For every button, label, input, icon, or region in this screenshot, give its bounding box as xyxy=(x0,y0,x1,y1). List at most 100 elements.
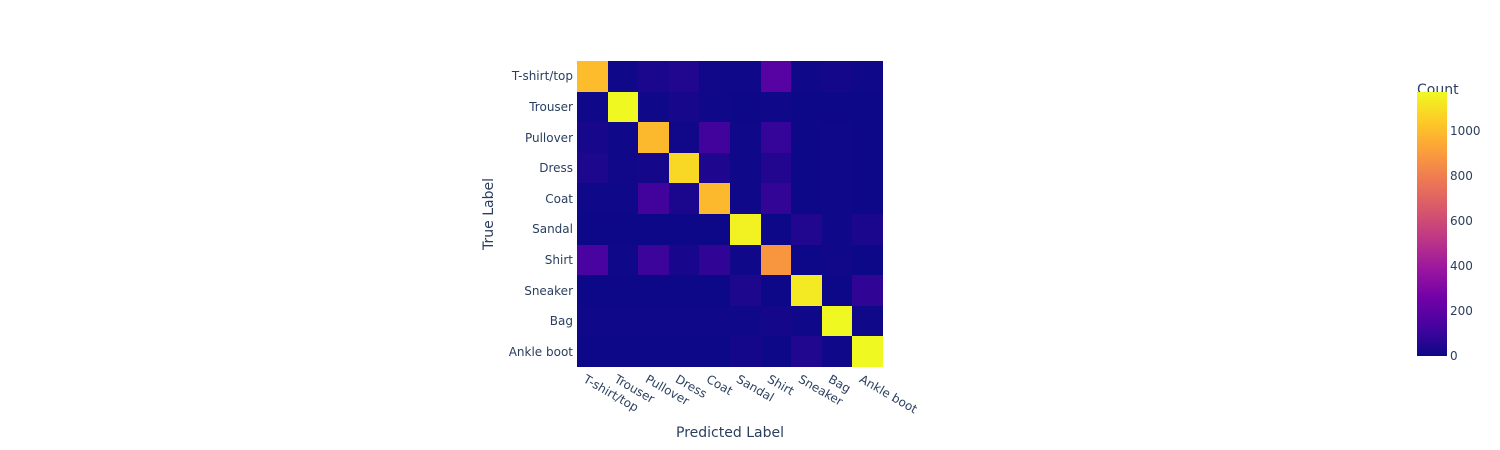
heatmap-cell[interactable] xyxy=(699,336,730,367)
heatmap-cell[interactable] xyxy=(821,214,853,245)
heatmap-cell[interactable] xyxy=(577,336,608,367)
heatmap-cell[interactable] xyxy=(577,305,608,337)
heatmap-cell[interactable] xyxy=(760,214,792,245)
heatmap-cell[interactable] xyxy=(852,275,883,306)
heatmap-cell[interactable] xyxy=(852,122,883,153)
heatmap-cell[interactable] xyxy=(760,183,792,214)
heatmap-cell[interactable] xyxy=(730,275,761,306)
heatmap-cell[interactable] xyxy=(821,61,853,92)
heatmap-cell[interactable] xyxy=(577,91,608,123)
heatmap-cell[interactable] xyxy=(760,305,792,337)
heatmap-cell[interactable] xyxy=(821,336,853,367)
heatmap-cell[interactable] xyxy=(821,275,853,306)
heatmap-cell[interactable] xyxy=(791,61,822,92)
heatmap-cell[interactable] xyxy=(852,214,883,245)
heatmap-cell[interactable] xyxy=(760,244,792,276)
heatmap-cell[interactable] xyxy=(668,244,700,276)
heatmap-cell[interactable] xyxy=(791,122,822,153)
heatmap-cell[interactable] xyxy=(760,275,792,306)
heatmap-cell[interactable] xyxy=(821,305,853,337)
heatmap-cell[interactable] xyxy=(852,183,883,214)
heatmap-cell[interactable] xyxy=(638,275,669,306)
heatmap-cell[interactable] xyxy=(668,336,700,367)
heatmap-cell[interactable] xyxy=(577,61,608,92)
heatmap-cell[interactable] xyxy=(638,122,669,153)
heatmap-cell[interactable] xyxy=(577,275,608,306)
heatmap-cell[interactable] xyxy=(607,336,639,367)
heatmap-cell[interactable] xyxy=(638,91,669,123)
heatmap-cell[interactable] xyxy=(730,152,761,184)
heatmap-cell[interactable] xyxy=(699,183,730,214)
heatmap-cell[interactable] xyxy=(638,61,669,92)
heatmap-cell[interactable] xyxy=(638,152,669,184)
heatmap-cell[interactable] xyxy=(638,305,669,337)
heatmap-cell[interactable] xyxy=(607,244,639,276)
heatmap-cell[interactable] xyxy=(791,336,822,367)
heatmap-cell[interactable] xyxy=(577,244,608,276)
heatmap-cell[interactable] xyxy=(699,275,730,306)
heatmap-cell[interactable] xyxy=(760,122,792,153)
heatmap-cell[interactable] xyxy=(668,214,700,245)
heatmap-cell[interactable] xyxy=(730,91,761,123)
heatmap-cell[interactable] xyxy=(791,305,822,337)
heatmap-cell[interactable] xyxy=(760,152,792,184)
heatmap-cell[interactable] xyxy=(791,91,822,123)
heatmap-cell[interactable] xyxy=(852,152,883,184)
heatmap-cell[interactable] xyxy=(577,214,608,245)
heatmap-cell[interactable] xyxy=(760,91,792,123)
heatmap-cell[interactable] xyxy=(638,244,669,276)
heatmap-cell[interactable] xyxy=(791,244,822,276)
heatmap-cell[interactable] xyxy=(699,122,730,153)
heatmap-cell[interactable] xyxy=(607,91,639,123)
heatmap-cell[interactable] xyxy=(607,61,639,92)
heatmap-cell[interactable] xyxy=(760,61,792,92)
heatmap-cell[interactable] xyxy=(607,305,639,337)
heatmap-cell[interactable] xyxy=(607,122,639,153)
heatmap-cell[interactable] xyxy=(577,152,608,184)
heatmap-cell[interactable] xyxy=(730,183,761,214)
heatmap-cell[interactable] xyxy=(607,183,639,214)
heatmap-cell[interactable] xyxy=(730,214,761,245)
heatmap-cell[interactable] xyxy=(577,183,608,214)
heatmap-cell[interactable] xyxy=(760,336,792,367)
heatmap-grid[interactable] xyxy=(577,61,883,367)
heatmap-cell[interactable] xyxy=(638,214,669,245)
heatmap-cell[interactable] xyxy=(791,183,822,214)
heatmap-cell[interactable] xyxy=(821,91,853,123)
heatmap-cell[interactable] xyxy=(699,305,730,337)
heatmap-cell[interactable] xyxy=(791,275,822,306)
heatmap-cell[interactable] xyxy=(607,214,639,245)
heatmap-cell[interactable] xyxy=(791,152,822,184)
heatmap-cell[interactable] xyxy=(730,122,761,153)
heatmap-cell[interactable] xyxy=(668,275,700,306)
heatmap-cell[interactable] xyxy=(668,183,700,214)
heatmap-cell[interactable] xyxy=(852,61,883,92)
heatmap-cell[interactable] xyxy=(577,122,608,153)
heatmap-cell[interactable] xyxy=(699,61,730,92)
heatmap-cell[interactable] xyxy=(852,305,883,337)
heatmap-cell[interactable] xyxy=(730,305,761,337)
heatmap-cell[interactable] xyxy=(821,183,853,214)
heatmap-cell[interactable] xyxy=(668,61,700,92)
heatmap-cell[interactable] xyxy=(668,91,700,123)
heatmap-cell[interactable] xyxy=(699,244,730,276)
heatmap-cell[interactable] xyxy=(638,183,669,214)
heatmap-cell[interactable] xyxy=(668,305,700,337)
heatmap-cell[interactable] xyxy=(699,214,730,245)
heatmap-cell[interactable] xyxy=(852,336,883,367)
heatmap-cell[interactable] xyxy=(668,122,700,153)
heatmap-cell[interactable] xyxy=(668,152,700,184)
heatmap-cell[interactable] xyxy=(852,244,883,276)
heatmap-cell[interactable] xyxy=(821,152,853,184)
heatmap-cell[interactable] xyxy=(607,152,639,184)
heatmap-cell[interactable] xyxy=(699,152,730,184)
heatmap-cell[interactable] xyxy=(852,91,883,123)
heatmap-cell[interactable] xyxy=(791,214,822,245)
heatmap-cell[interactable] xyxy=(821,244,853,276)
heatmap-cell[interactable] xyxy=(730,244,761,276)
heatmap-cell[interactable] xyxy=(638,336,669,367)
heatmap-cell[interactable] xyxy=(821,122,853,153)
heatmap-cell[interactable] xyxy=(730,61,761,92)
heatmap-cell[interactable] xyxy=(699,91,730,123)
heatmap-cell[interactable] xyxy=(607,275,639,306)
